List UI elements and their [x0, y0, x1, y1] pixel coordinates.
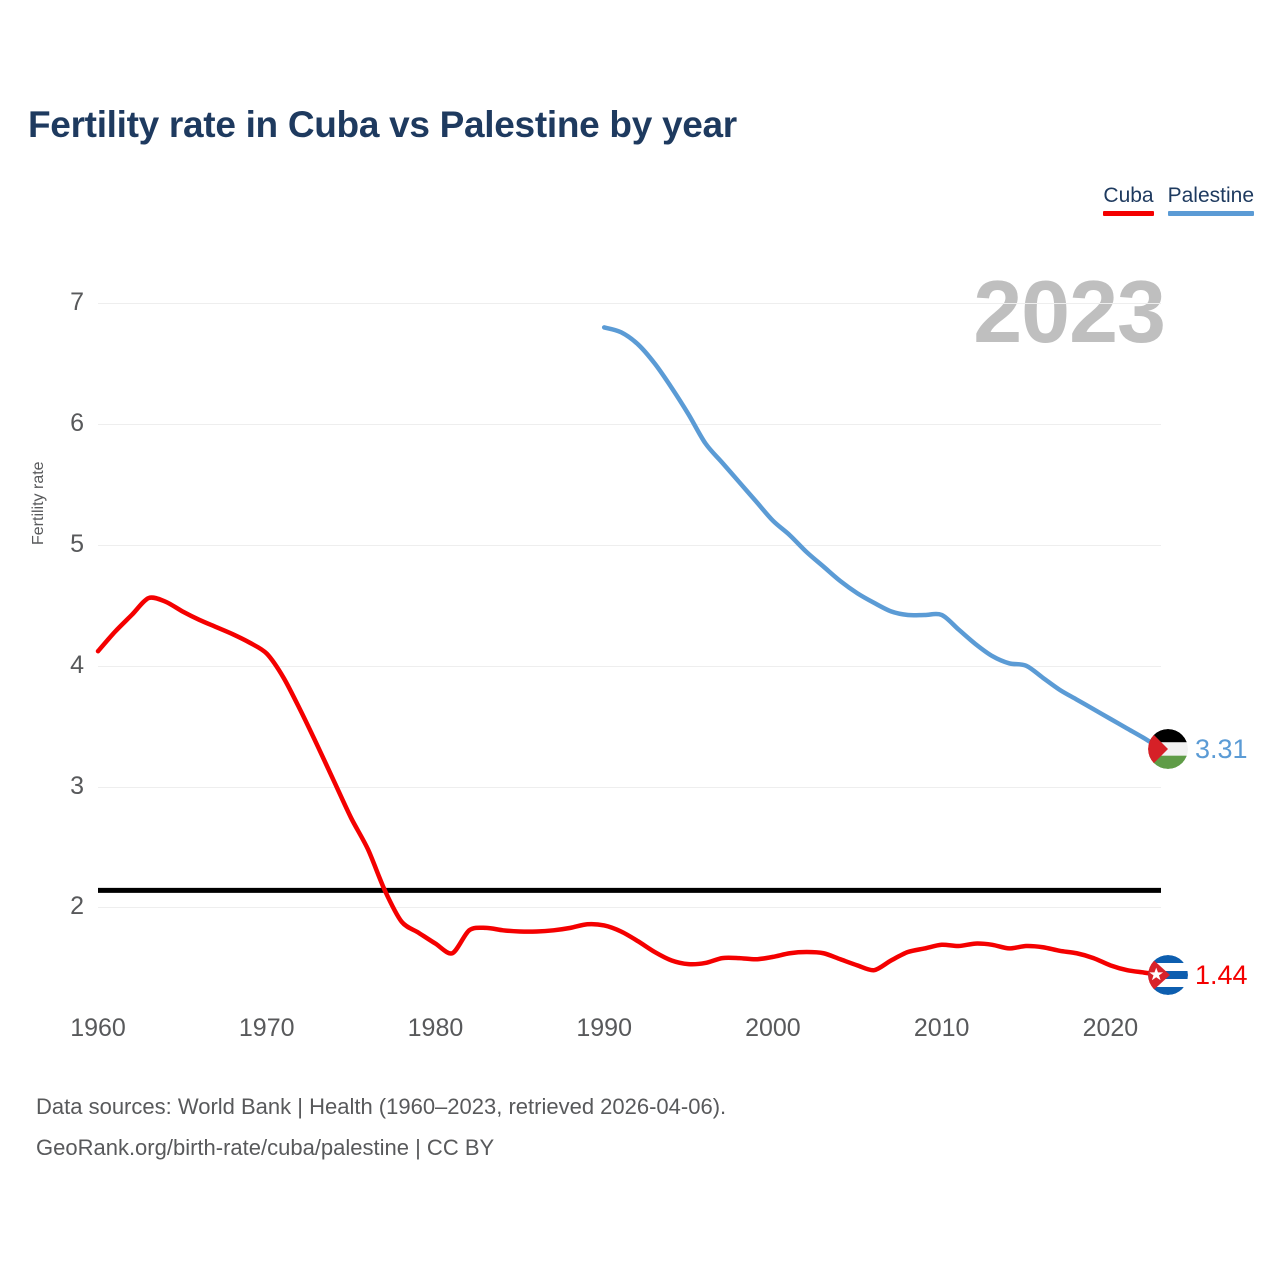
y-tick-label: 2	[70, 892, 84, 921]
year-watermark: 2023	[973, 262, 1166, 361]
chart-legend: Cuba Palestine	[1103, 184, 1254, 216]
y-tick-label: 4	[70, 650, 84, 679]
y-tick-label: 5	[70, 529, 84, 558]
legend-swatch-cuba	[1103, 211, 1154, 216]
footer-line-1: Data sources: World Bank | Health (1960–…	[36, 1094, 727, 1119]
footer-line-2: GeoRank.org/birth-rate/cuba/palestine | …	[36, 1135, 495, 1160]
y-tick-label: 6	[70, 409, 84, 438]
legend-item-cuba[interactable]: Cuba	[1103, 184, 1154, 216]
palestine-flag-icon	[1148, 729, 1188, 770]
x-tick-label: 2010	[913, 1014, 970, 1042]
gridline	[98, 786, 1161, 788]
gridline	[98, 303, 1161, 305]
y-tick-label: 3	[70, 771, 84, 800]
x-tick-label: 1970	[238, 1014, 295, 1042]
x-tick-label: 1980	[407, 1014, 464, 1042]
page-title: Fertility rate in Cuba vs Palestine by y…	[28, 104, 737, 145]
y-tick-label: 7	[70, 288, 84, 317]
gridline	[98, 544, 1161, 546]
plot-area	[95, 267, 1164, 1004]
series-layer	[95, 325, 1164, 978]
footer-notes: Data sources: World Bank | Health (1960–…	[36, 1086, 726, 1168]
x-tick-label: 2020	[1082, 1014, 1139, 1042]
legend-swatch-palestine	[1167, 211, 1254, 216]
gridline	[98, 907, 1161, 909]
legend-label-palestine: Palestine	[1167, 184, 1254, 207]
end-value-cuba: 1.44	[1195, 960, 1248, 990]
gridline	[98, 424, 1161, 426]
gridline	[98, 665, 1161, 667]
series-line-palestine	[601, 325, 1164, 752]
series-line-cuba	[95, 595, 1164, 978]
x-tick-label: 2000	[745, 1014, 801, 1042]
cuba-flag-icon	[1148, 955, 1188, 995]
x-tick-label: 1990	[576, 1014, 632, 1042]
x-tick-label: 1960	[70, 1014, 126, 1042]
legend-label-cuba: Cuba	[1103, 184, 1154, 207]
legend-item-palestine[interactable]: Palestine	[1167, 184, 1254, 216]
end-value-palestine: 3.31	[1195, 734, 1248, 765]
